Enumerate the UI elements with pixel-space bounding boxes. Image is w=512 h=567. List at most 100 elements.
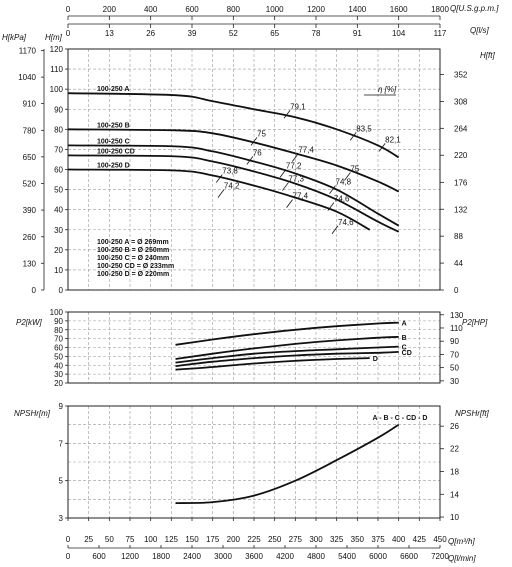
efficiency-point-label: 74,2 <box>224 182 240 191</box>
npsh-axis-label: NPSHr[m] <box>14 409 51 418</box>
top-axis-label-usgpm: Q[U.S.g.p.m.] <box>450 4 499 13</box>
bottom-tick-label-lmin: 3000 <box>214 552 232 561</box>
efficiency-point-label: 75 <box>257 129 266 138</box>
bottom-tick-label-lmin: 6600 <box>400 552 418 561</box>
impeller-legend-entry: 100-250 C = Ø 240mm <box>97 255 169 262</box>
power-y-tick-label: 90 <box>54 317 63 326</box>
power-y-tick-label: 70 <box>54 335 63 344</box>
y-tick-label-m: 10 <box>54 266 63 275</box>
bottom-tick-label-lmin: 4200 <box>276 552 294 561</box>
bottom-tick-label-m3h: 0 <box>66 535 71 544</box>
bottom-tick-label-m3h: 300 <box>309 535 323 544</box>
efficiency-marker <box>292 153 299 162</box>
top-tick-label-usgpm: 200 <box>103 5 117 14</box>
y-tick-label-kpa: 1170 <box>19 46 37 55</box>
top-tick-label-ls: 39 <box>188 29 197 38</box>
efficiency-point-label: 74,6 <box>338 218 354 227</box>
top-tick-label-ls: 26 <box>146 29 155 38</box>
top-tick-label-ls: 65 <box>270 29 279 38</box>
power-plot-frame <box>67 311 441 384</box>
head-curve-series <box>67 128 400 193</box>
y-tick-label-ft: 132 <box>454 205 468 214</box>
npsh-curve-series <box>175 423 400 504</box>
power-y-tick-label: 20 <box>54 379 63 388</box>
bottom-tick-label-m3h: 450 <box>433 535 447 544</box>
y-tick-label-kpa: 260 <box>23 233 37 242</box>
efficiency-marker <box>329 185 336 194</box>
bottom-tick-label-lmin: 600 <box>92 552 106 561</box>
y-tick-label-m: 90 <box>54 105 63 114</box>
power-y-tick-label: 80 <box>54 326 63 335</box>
y-tick-label-m: 0 <box>59 286 64 295</box>
power-curve-series <box>175 321 399 346</box>
bottom-tick-label-m3h: 375 <box>371 535 385 544</box>
efficiency-point-label: 74,6 <box>334 195 350 204</box>
efficiency-marker <box>327 202 335 211</box>
efficiency-point-label: 77,4 <box>293 192 309 201</box>
head-curve-label: 100-250 CD <box>97 148 135 155</box>
power-y-tick-label: 50 <box>54 352 63 361</box>
npsh-y-tick-label-ft: 22 <box>450 445 459 454</box>
y-tick-label-m: 80 <box>54 125 63 134</box>
npsh-y-tick-label: 3 <box>59 514 64 523</box>
bottom-tick-label-m3h: 125 <box>165 535 179 544</box>
npsh-axis-label-ft: NPSHr[ft] <box>455 409 490 418</box>
efficiency-marker <box>246 156 254 165</box>
top-tick-label-usgpm: 600 <box>185 5 199 14</box>
power-curve-series <box>175 345 399 364</box>
bottom-tick-label-lmin: 7200 <box>431 552 449 561</box>
bottom-tick-label-lmin: 2400 <box>183 552 201 561</box>
y-tick-label-kpa: 650 <box>23 153 37 162</box>
efficiency-marker <box>215 174 223 183</box>
power-curve-series <box>175 336 399 360</box>
bottom-tick-label-m3h: 350 <box>351 535 365 544</box>
efficiency-point-label: 73,8 <box>222 167 238 176</box>
power-y-tick-label-hp: 130 <box>450 311 464 320</box>
bottom-tick-label-m3h: 150 <box>185 535 199 544</box>
power-axis-label-hp: P2[HP] <box>462 318 488 327</box>
head-curve-series <box>67 144 400 227</box>
top-tick-label-usgpm: 400 <box>144 5 158 14</box>
y-tick-label-ft: 264 <box>454 124 468 133</box>
power-y-tick-label: 60 <box>54 344 63 353</box>
bottom-tick-label-m3h: 25 <box>84 535 93 544</box>
head-curve-label: 100-250 D <box>97 163 130 170</box>
top-tick-label-usgpm: 1600 <box>390 5 408 14</box>
bottom-tick-label-m3h: 400 <box>392 535 406 544</box>
bottom-tick-label-m3h: 50 <box>105 535 114 544</box>
bottom-tick-label-m3h: 250 <box>268 535 282 544</box>
efficiency-label: η [%] <box>378 85 397 94</box>
head-curve-series <box>67 92 400 159</box>
y-tick-label-m: 50 <box>54 186 63 195</box>
efficiency-marker <box>344 172 351 181</box>
y-tick-label-m: 30 <box>54 226 63 235</box>
y-tick-label-m: 60 <box>54 166 63 175</box>
y-tick-label-kpa: 390 <box>23 206 37 215</box>
impeller-legend-entry: 100-250 B = Ø 250mm <box>97 247 169 254</box>
y-axis-label-ft: H[ft] <box>480 51 495 60</box>
y-axis-label-m: H[m] <box>45 33 63 42</box>
top-tick-label-usgpm: 800 <box>227 5 241 14</box>
top-tick-label-ls: 13 <box>105 29 114 38</box>
top-tick-label-ls: 104 <box>392 29 406 38</box>
efficiency-point-label: 77,3 <box>288 175 304 184</box>
power-curve-label: B <box>402 335 407 342</box>
bottom-tick-label-m3h: 100 <box>144 535 158 544</box>
bottom-tick-label-m3h: 175 <box>206 535 220 544</box>
y-tick-label-ft: 44 <box>454 259 463 268</box>
efficiency-point-label: 83,5 <box>356 124 372 133</box>
y-tick-label-m: 100 <box>50 85 64 94</box>
y-tick-label-kpa: 130 <box>23 259 37 268</box>
bottom-tick-label-lmin: 0 <box>66 552 71 561</box>
bottom-tick-label-lmin: 1800 <box>152 552 170 561</box>
y-tick-label-m: 40 <box>54 206 63 215</box>
y-tick-label-kpa: 520 <box>23 180 37 189</box>
power-curve-label: D <box>373 356 378 363</box>
y-axis-label-kpa: H[kPa] <box>2 33 27 42</box>
bottom-tick-label-m3h: 325 <box>330 535 344 544</box>
power-curve-label: CD <box>402 350 412 357</box>
y-tick-label-kpa: 0 <box>32 286 37 295</box>
efficiency-marker <box>349 132 357 141</box>
efficiency-point-label: 75 <box>350 165 359 174</box>
